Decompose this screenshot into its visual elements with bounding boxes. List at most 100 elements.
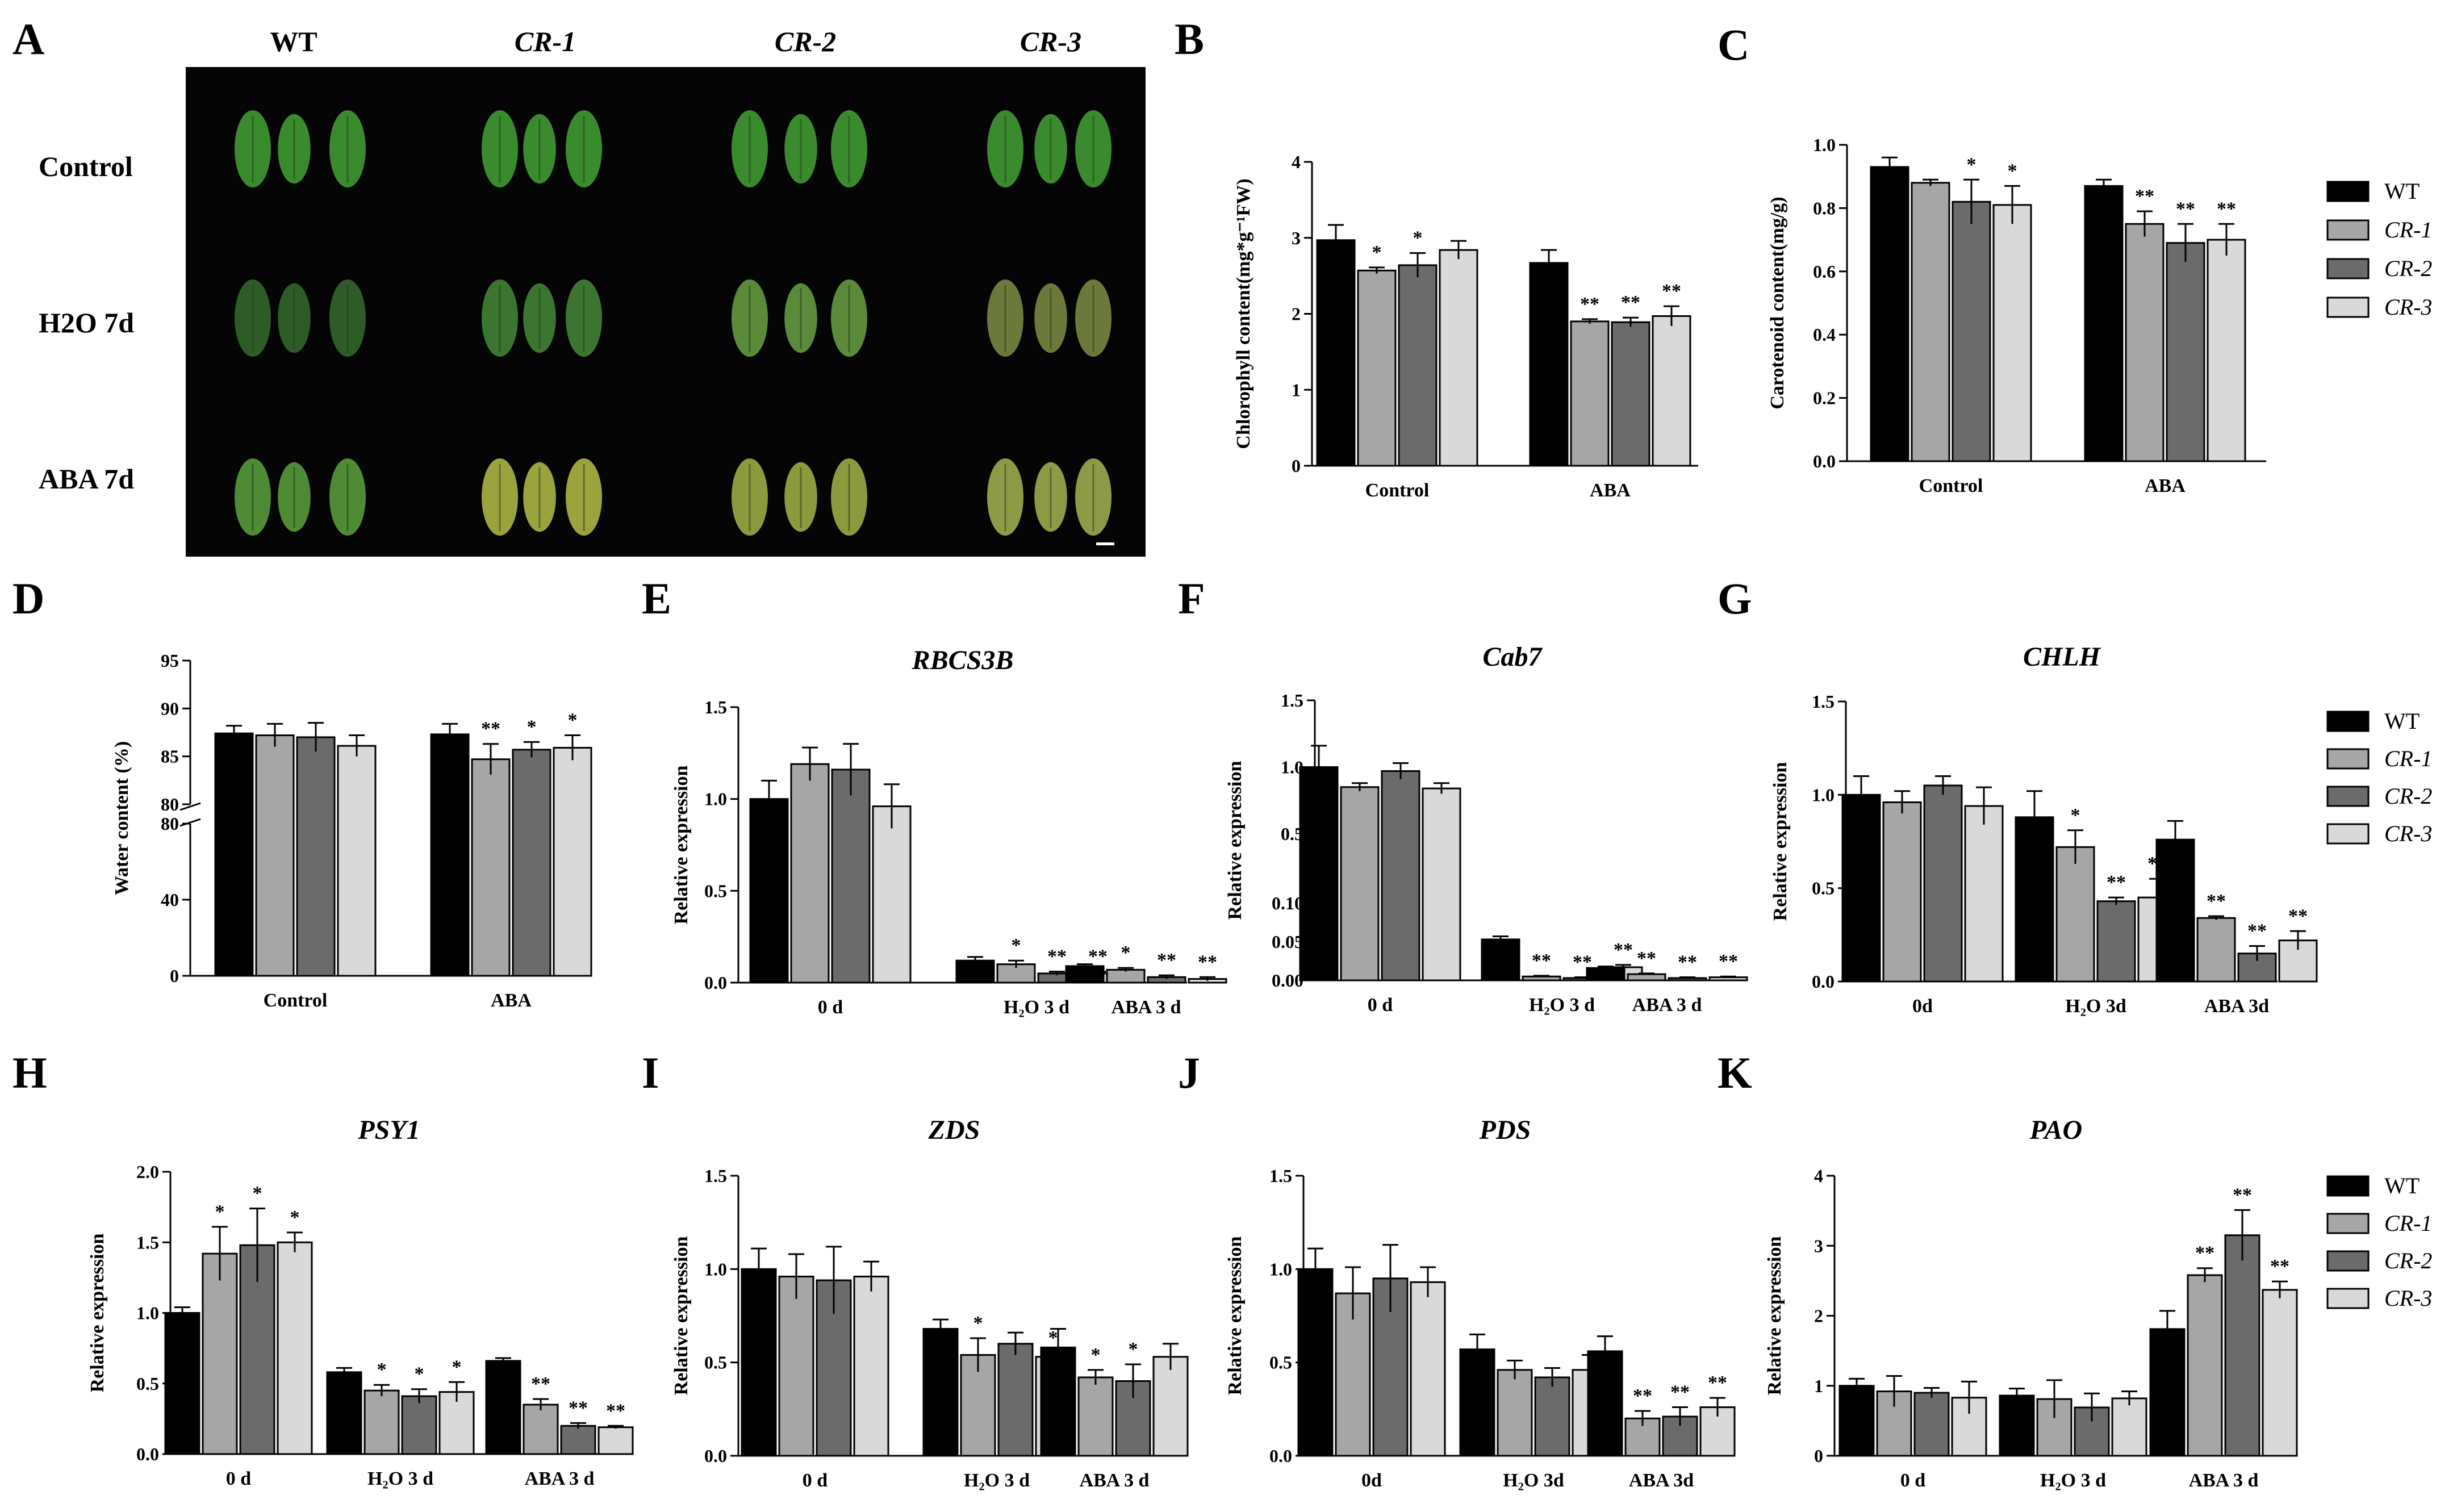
y-tick-label: 0 xyxy=(170,966,179,986)
bar xyxy=(790,763,830,984)
bar xyxy=(1570,320,1610,467)
bar xyxy=(1999,1394,2035,1457)
x-category-label: H₂O 3 d xyxy=(964,1470,1030,1491)
legend-swatch xyxy=(2326,181,2370,202)
panel-letter-j: J xyxy=(1178,1048,1200,1097)
significance-label: * xyxy=(2008,160,2017,181)
panel-letter-a: A xyxy=(12,14,44,64)
bar xyxy=(1529,262,1569,467)
y-tick-label: 0.5 xyxy=(136,1373,159,1394)
bar xyxy=(749,798,789,984)
photo-col-cr2: CR-2 xyxy=(775,26,836,57)
scale-bar xyxy=(1096,542,1114,545)
legend-label: CR-3 xyxy=(2384,294,2432,320)
bar xyxy=(1497,1369,1533,1457)
significance-label: ** xyxy=(2207,891,2226,912)
significance-label: * xyxy=(1967,154,1977,175)
legend-swatch xyxy=(2326,1175,2370,1197)
bar xyxy=(1699,1406,1736,1457)
legend-swatch xyxy=(2326,1250,2370,1272)
panel-letter-h: H xyxy=(12,1048,47,1097)
legend-label: CR-3 xyxy=(2384,821,2432,846)
significance-label: * xyxy=(1048,1327,1058,1348)
significance-label: * xyxy=(1413,228,1423,249)
significance-label: * xyxy=(452,1356,462,1377)
y-axis-label: Relative expression xyxy=(87,1233,108,1392)
bar xyxy=(214,732,254,977)
y-tick-label: 1.5 xyxy=(1269,1166,1292,1186)
y-tick-label: 1.0 xyxy=(704,789,727,809)
significance-label: * xyxy=(1129,1339,1138,1360)
bar xyxy=(1422,787,1461,981)
y-axis-label: Relative expression xyxy=(671,1236,692,1395)
chart-title: RBCS3B xyxy=(912,645,1014,675)
bar xyxy=(485,1360,521,1455)
y-tick-label: 1.0 xyxy=(704,1259,727,1279)
photo-row-h2o: H2O 7d xyxy=(39,307,134,339)
significance-label: ** xyxy=(1198,951,1217,972)
bar xyxy=(277,1241,313,1455)
y-axis-label: Relative expression xyxy=(671,765,692,924)
photo-row-aba: ABA 7d xyxy=(39,463,134,495)
x-category-label: 0 d xyxy=(1900,1470,1926,1491)
significance-label: ** xyxy=(1662,281,1681,302)
y-tick-label: 0.0 xyxy=(136,1444,159,1464)
bar xyxy=(164,1312,200,1455)
legend-label: WT xyxy=(2384,708,2420,734)
bar xyxy=(872,805,912,984)
legend-swatch xyxy=(2326,1288,2370,1309)
legend-label: WT xyxy=(2384,1173,2420,1198)
bar xyxy=(1911,182,1950,462)
bar xyxy=(831,768,871,984)
bar xyxy=(1398,264,1438,467)
chart-title: PAO xyxy=(2029,1115,2082,1145)
panel-letter-b: B xyxy=(1175,14,1204,64)
significance-label: ** xyxy=(1678,952,1697,973)
y-tick-label: 4 xyxy=(1814,1166,1823,1186)
y-tick-label: 4 xyxy=(1292,152,1301,172)
significance-label: ** xyxy=(1719,951,1738,972)
significance-label: ** xyxy=(1157,950,1176,971)
x-category-label: ABA 3 d xyxy=(1632,995,1702,1016)
x-category-label: H₂O 3 d xyxy=(1529,995,1595,1016)
legend-middle: WT CR-1 CR-2 CR-3 xyxy=(2326,708,2432,846)
legend-swatch xyxy=(2326,258,2370,279)
photo-col-wt: WT xyxy=(270,26,317,57)
chart-title: PSY1 xyxy=(357,1115,420,1145)
y-tick-label: 0 xyxy=(1814,1446,1823,1466)
y-tick-label: 0.6 xyxy=(1813,261,1836,282)
bar xyxy=(560,1425,596,1455)
chart-title: PDS xyxy=(1479,1115,1531,1145)
x-category-label: ABA 3 d xyxy=(1080,1470,1150,1491)
significance-label: ** xyxy=(2195,1243,2214,1264)
chart-title: CHLH xyxy=(2023,642,2101,672)
y-tick-label: 0.8 xyxy=(1813,198,1836,218)
y-tick-label: 3 xyxy=(1814,1235,1823,1256)
chart-chlh: 0.00.51.01.50d*****H₂O 3d******ABA 3dCHL… xyxy=(1770,642,2318,1017)
photo-col-cr3: CR-3 xyxy=(1020,26,1081,57)
x-category-label: ABA xyxy=(491,990,532,1011)
y-tick-label: 1 xyxy=(1814,1376,1823,1396)
legend-swatch xyxy=(2326,748,2370,770)
significance-label: * xyxy=(1012,935,1021,956)
significance-label: * xyxy=(1372,242,1382,263)
bar xyxy=(1992,204,2032,462)
x-category-label: H₂O 3 d xyxy=(1004,997,1069,1018)
chart-title: ZDS xyxy=(928,1115,980,1145)
y-axis-label: Relative expression xyxy=(1225,1236,1246,1395)
y-axis-label: Carotenoid content(mg/g) xyxy=(1767,197,1788,409)
significance-label: ** xyxy=(1614,939,1633,960)
x-category-label: ABA 3 d xyxy=(525,1468,595,1489)
y-tick-label: 1.5 xyxy=(1812,691,1835,712)
bar xyxy=(1410,1281,1446,1457)
significance-label: ** xyxy=(1708,1372,1727,1393)
y-tick-label: 2 xyxy=(1814,1306,1823,1326)
significance-label: * xyxy=(415,1364,424,1385)
leaf-images xyxy=(235,110,1112,536)
y-tick-label: 0.0 xyxy=(1812,971,1835,992)
y-tick-label: 0 xyxy=(1292,456,1301,476)
significance-label: ** xyxy=(2247,921,2267,942)
significance-label: * xyxy=(973,1313,983,1334)
legend-label: CR-1 xyxy=(2384,217,2432,243)
